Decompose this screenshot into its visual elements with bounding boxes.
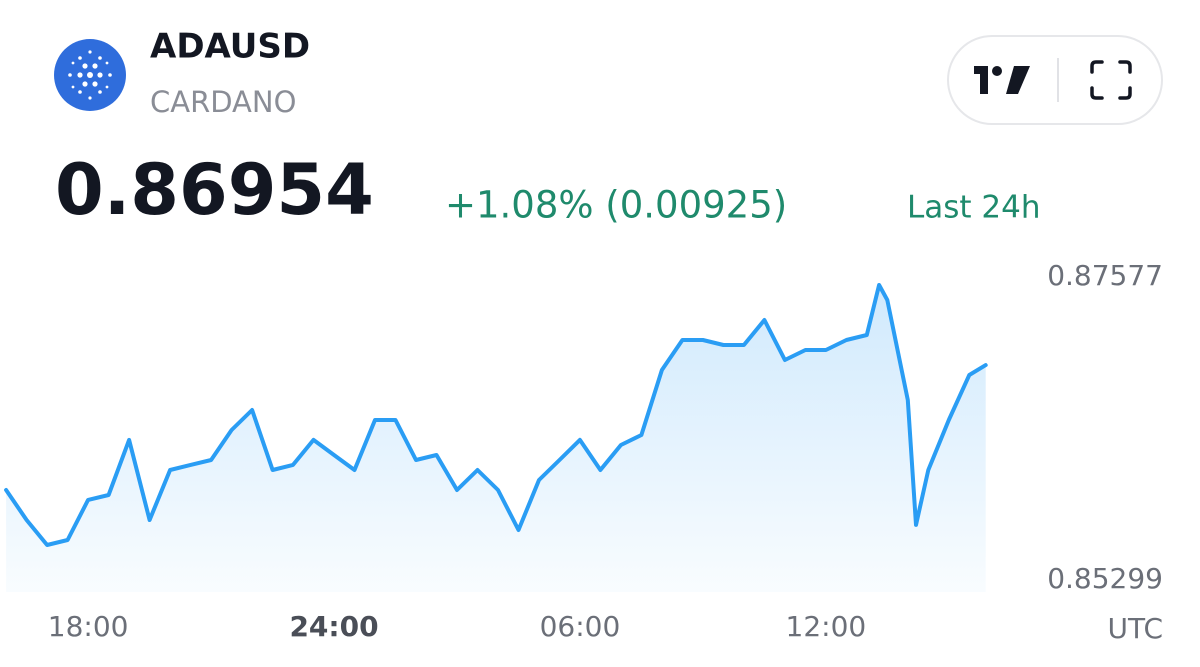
last-price: 0.86954 [55, 149, 374, 231]
fullscreen-button[interactable] [1090, 60, 1132, 100]
coin-icon [54, 39, 126, 111]
x-tick-label: 24:00 [289, 610, 378, 643]
period: Last 24h [907, 190, 1041, 226]
price-change: +1.08% (0.00925) [445, 184, 787, 227]
price-line [4, 283, 988, 547]
symbol: ADAUSD [150, 27, 310, 67]
tradingview-logo-button[interactable] [974, 66, 1030, 94]
y-tick-label: 0.87577 [1047, 259, 1163, 292]
x-tick-label: 18:00 [48, 610, 129, 643]
toolbar [947, 35, 1163, 125]
coin-name: CARDANO [150, 85, 296, 119]
area-fill [6, 285, 986, 592]
x-tick-label: 12:00 [786, 610, 867, 643]
timezone: UTC [1107, 612, 1163, 645]
y-tick-label: 0.85299 [1047, 562, 1163, 595]
x-tick-label: 06:00 [540, 610, 621, 643]
